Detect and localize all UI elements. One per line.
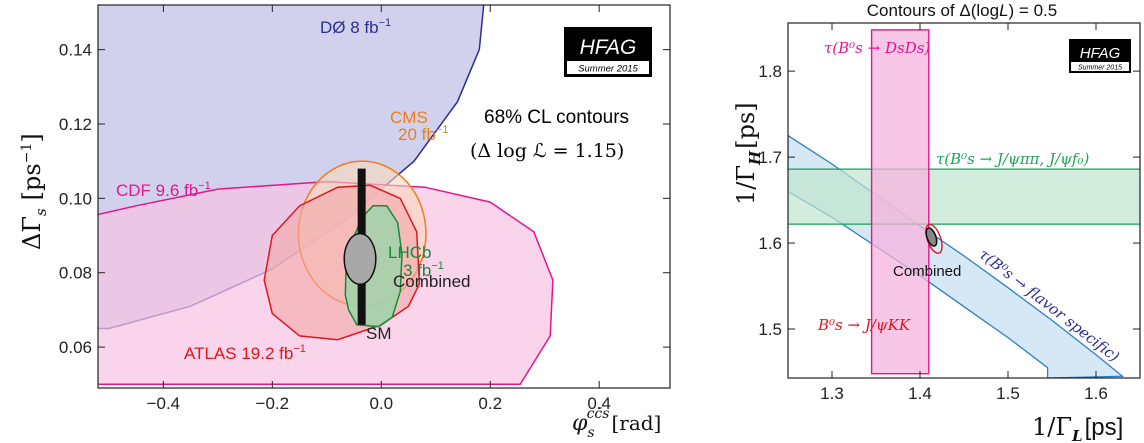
label-dsds: τ(B⁰s → DsDs): [824, 39, 930, 57]
left-header-line2: (Δ log ℒ = 1.15): [470, 140, 624, 162]
label-d0: DØ 8 fb−1: [320, 17, 391, 37]
band-ds-ds: [870, 29, 930, 375]
band-jpsi-pipi: [788, 168, 1140, 225]
right-y-tick-label: 1.8: [758, 62, 782, 81]
left-x-tick-label: −0.2: [256, 394, 290, 413]
left-y-tick-label: 0.10: [59, 189, 92, 208]
label-lhcb-line1: LHCb: [388, 243, 431, 262]
label-combined-left: Combined: [393, 272, 471, 291]
right-title: Contours of Δ(logL) = 0.5: [867, 1, 1057, 20]
left-x-tick-label: 0.4: [587, 394, 611, 413]
left-x-tick-label: 0.0: [369, 394, 393, 413]
left-y-tick-label: 0.06: [59, 338, 92, 357]
right-hfag-logo: HFAG Summer 2015: [1069, 39, 1131, 73]
left-y-tick-label: 0.12: [59, 115, 92, 134]
left-header-line1: 68% CL contours: [484, 107, 629, 128]
left-y-tick-label: 0.08: [59, 264, 92, 283]
left-x-ticks: −0.4 −0.2 0.0 0.2 0.4: [147, 5, 611, 413]
label-cms-line2: 20 fb−1: [398, 124, 448, 144]
left-y-tick-label: 0.14: [59, 41, 92, 60]
label-atlas: ATLAS 19.2 fb−1: [184, 343, 306, 363]
right-plot-frame: [787, 22, 1141, 379]
label-cdf: CDF 9.6 fb−1: [116, 180, 211, 200]
contour-combined-right: [925, 227, 938, 247]
right-plot-area: [788, 23, 1140, 378]
right-x-tick-label: 1.6: [1084, 384, 1108, 403]
right-chart: Contours of Δ(logL) = 0.5 1.3 1.4 1.5 1.6 1…: [732, 1, 1141, 443]
label-jpsipipi: τ(B⁰s → J/ψππ, J/ψf₀): [936, 150, 1089, 168]
label-jpsikk: B⁰s → J/ψKK: [817, 316, 911, 334]
right-x-tick-label: 1.3: [820, 384, 844, 403]
left-x-tick-label: −0.4: [147, 394, 181, 413]
right-logo-name: HFAG: [1080, 45, 1121, 62]
right-y-tick-label: 1.6: [758, 234, 782, 253]
right-x-ticks: 1.3 1.4 1.5 1.6: [820, 23, 1108, 403]
right-y-tick-label: 1.5: [758, 320, 782, 339]
right-logo-subtitle: Summer 2015: [1078, 65, 1122, 72]
right-x-tick-label: 1.5: [996, 384, 1020, 403]
right-y-axis-label: 1/ΓH[ps]: [732, 102, 764, 205]
contour-combined-left: [343, 232, 377, 286]
right-x-tick-label: 1.4: [908, 384, 932, 403]
left-x-axis-label: φscc̄s [rad]: [572, 406, 661, 441]
left-y-ticks: 0.06 0.08 0.10 0.12 0.14: [59, 41, 670, 357]
left-plot-frame: [97, 4, 671, 389]
label-combined-right: Combined: [893, 263, 961, 280]
left-x-tick-label: 0.2: [478, 394, 502, 413]
right-y-tick-label: 1.7: [758, 148, 782, 167]
left-logo-name: HFAG: [580, 36, 637, 59]
left-y-axis-label: ΔΓs[ps−1]: [18, 133, 50, 250]
label-sm: SM: [366, 324, 392, 343]
left-chart: −0.4 −0.2 0.0 0.2 0.4 0.06 0.08 0.10 0.12 0.14 H…: [18, 4, 671, 441]
label-lhcb-line2: 3 fb−1: [403, 260, 444, 280]
left-logo-subtitle: Summer 2015: [578, 64, 638, 75]
label-cms-line1: CMS: [390, 108, 428, 127]
left-hfag-logo: HFAG Summer 2015: [564, 27, 652, 77]
right-x-axis-label: 1/ΓL[ps]: [1032, 413, 1123, 443]
right-y-ticks: 1.5 1.6 1.7 1.8: [758, 62, 1140, 339]
